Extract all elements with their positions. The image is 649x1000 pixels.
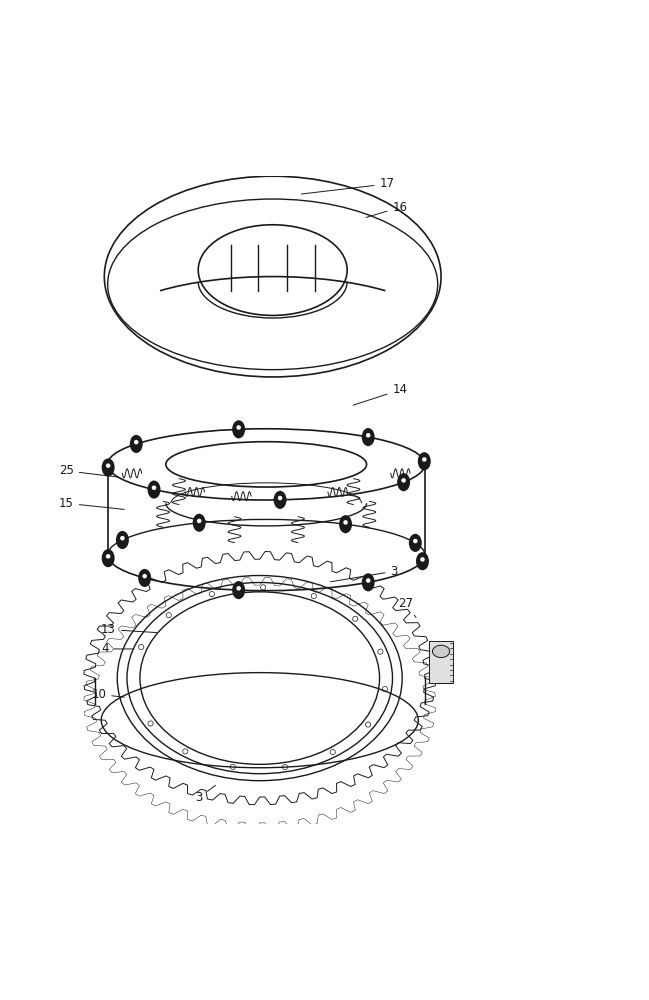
Ellipse shape [432, 645, 450, 658]
Ellipse shape [397, 473, 410, 491]
Ellipse shape [134, 440, 138, 444]
Text: 3: 3 [330, 565, 398, 582]
Text: 25: 25 [59, 464, 117, 477]
Ellipse shape [232, 581, 245, 599]
Ellipse shape [401, 478, 406, 483]
Ellipse shape [418, 452, 431, 470]
Ellipse shape [193, 514, 206, 532]
Ellipse shape [130, 435, 143, 453]
Text: 10: 10 [92, 688, 124, 701]
Ellipse shape [366, 433, 371, 438]
Ellipse shape [422, 457, 426, 462]
Ellipse shape [278, 496, 282, 500]
Ellipse shape [236, 586, 241, 591]
Ellipse shape [197, 519, 201, 523]
Text: 27: 27 [398, 597, 416, 618]
Ellipse shape [361, 428, 374, 446]
FancyBboxPatch shape [429, 641, 454, 683]
Ellipse shape [102, 458, 115, 477]
Ellipse shape [232, 420, 245, 438]
Ellipse shape [361, 573, 374, 591]
Ellipse shape [116, 531, 129, 549]
Text: 15: 15 [59, 497, 124, 510]
Text: 3: 3 [195, 785, 215, 804]
Ellipse shape [106, 554, 110, 559]
Text: 4: 4 [101, 642, 134, 655]
Ellipse shape [420, 557, 424, 562]
Ellipse shape [366, 578, 371, 583]
Ellipse shape [106, 463, 110, 468]
Ellipse shape [409, 534, 422, 552]
Ellipse shape [138, 569, 151, 587]
Ellipse shape [413, 539, 417, 543]
Ellipse shape [120, 536, 125, 540]
Text: 14: 14 [353, 383, 408, 405]
Ellipse shape [416, 552, 429, 570]
Ellipse shape [343, 520, 348, 525]
Ellipse shape [147, 481, 160, 499]
Ellipse shape [236, 425, 241, 430]
Ellipse shape [274, 491, 286, 509]
Ellipse shape [152, 485, 156, 490]
Text: 13: 13 [101, 623, 156, 636]
Text: 17: 17 [301, 177, 395, 194]
Ellipse shape [339, 515, 352, 533]
Text: 16: 16 [366, 201, 408, 217]
Ellipse shape [142, 574, 147, 578]
Ellipse shape [102, 549, 115, 567]
